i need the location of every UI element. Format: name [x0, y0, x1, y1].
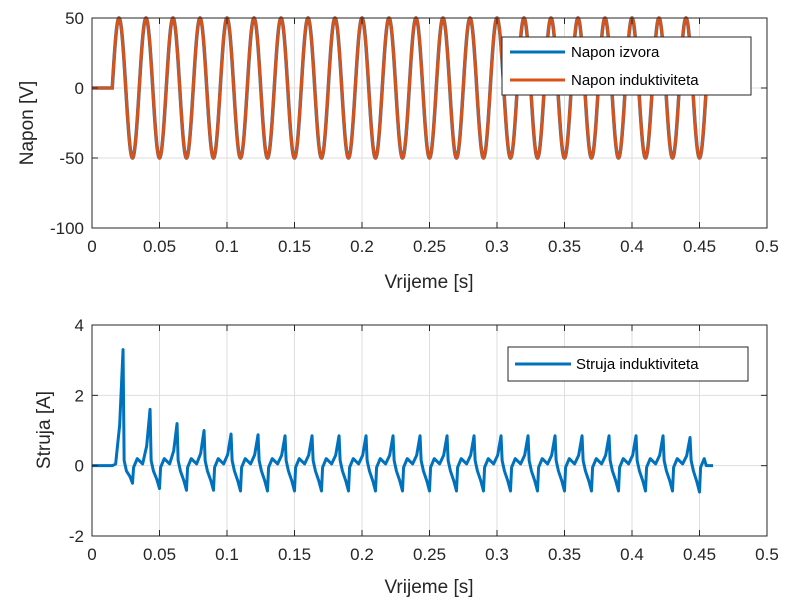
current-x-tick-label-8: 0.4 — [620, 545, 644, 564]
legend-label-napon-induktiviteta: Napon induktiviteta — [571, 72, 699, 89]
current-x-tick-label-0: 0 — [87, 545, 96, 564]
current-x-axis-label: Vrijeme [s] — [384, 577, 473, 598]
voltage-x-tick-label-4: 0.2 — [350, 237, 374, 256]
voltage-y-tick-label-3: 50 — [65, 9, 84, 28]
voltage-x-tick-label-1: 0.05 — [143, 237, 176, 256]
current-x-ticks: 0 0.05 0.1 0.15 0.2 0.25 0.3 0.35 0.4 0.45 0.5 — [87, 325, 779, 564]
current-series — [92, 348, 713, 494]
voltage-x-tick-label-5: 0.25 — [413, 237, 446, 256]
current-legend: Struja induktiviteta — [507, 346, 749, 382]
current-y-ticks: -2 0 2 4 — [69, 316, 767, 546]
current-y-axis-label: Struja [A] — [34, 391, 55, 469]
voltage-plot: 0 0.05 0.1 0.15 0.2 0.25 0.3 0.35 0.4 0.45 0.5 -10… — [17, 9, 779, 293]
voltage-legend: Napon izvora Napon induktiviteta — [501, 36, 752, 96]
current-y-tick-label-1: 0 — [75, 457, 84, 476]
voltage-y-tick-label-0: -100 — [50, 219, 84, 238]
voltage-x-tick-label-10: 0.5 — [755, 237, 779, 256]
current-x-tick-label-6: 0.3 — [485, 545, 509, 564]
current-x-tick-label-3: 0.15 — [278, 545, 311, 564]
current-x-tick-label-7: 0.35 — [548, 545, 581, 564]
current-x-tick-label-10: 0.5 — [755, 545, 779, 564]
legend-label-struja-induktiviteta: Struja induktiviteta — [576, 356, 699, 373]
series-line-napon-induktiviteta — [92, 16, 708, 160]
series-line-struja-induktiviteta — [92, 348, 713, 494]
voltage-x-tick-label-0: 0 — [87, 237, 96, 256]
voltage-x-tick-label-8: 0.4 — [620, 237, 644, 256]
voltage-y-tick-label-1: -50 — [59, 149, 84, 168]
voltage-x-tick-label-2: 0.1 — [215, 237, 239, 256]
current-x-tick-label-4: 0.2 — [350, 545, 374, 564]
voltage-series — [92, 16, 708, 160]
voltage-x-tick-label-6: 0.3 — [485, 237, 509, 256]
legend-label-napon-izvora: Napon izvora — [571, 44, 660, 61]
voltage-x-ticks: 0 0.05 0.1 0.15 0.2 0.25 0.3 0.35 0.4 0.45 0.5 — [87, 18, 779, 256]
current-y-tick-label-2: 2 — [75, 386, 84, 405]
current-x-tick-label-9: 0.45 — [683, 545, 716, 564]
voltage-x-axis-label: Vrijeme [s] — [384, 272, 473, 293]
current-y-tick-label-3: 4 — [75, 316, 84, 335]
current-y-tick-label-0: -2 — [69, 527, 84, 546]
voltage-legend-box — [501, 36, 752, 96]
voltage-y-ticks: -100 -50 0 50 — [50, 9, 767, 238]
current-plot: 0 0.05 0.1 0.15 0.2 0.25 0.3 0.35 0.4 0.45 0.5 -20… — [34, 316, 779, 598]
voltage-x-tick-label-7: 0.35 — [548, 237, 581, 256]
current-x-tick-label-1: 0.05 — [143, 545, 176, 564]
voltage-y-tick-label-2: 0 — [75, 79, 84, 98]
current-x-tick-label-5: 0.25 — [413, 545, 446, 564]
voltage-x-tick-label-9: 0.45 — [683, 237, 716, 256]
voltage-x-tick-label-3: 0.15 — [278, 237, 311, 256]
current-x-tick-label-2: 0.1 — [215, 545, 239, 564]
voltage-y-axis-label: Napon [V] — [17, 81, 38, 166]
